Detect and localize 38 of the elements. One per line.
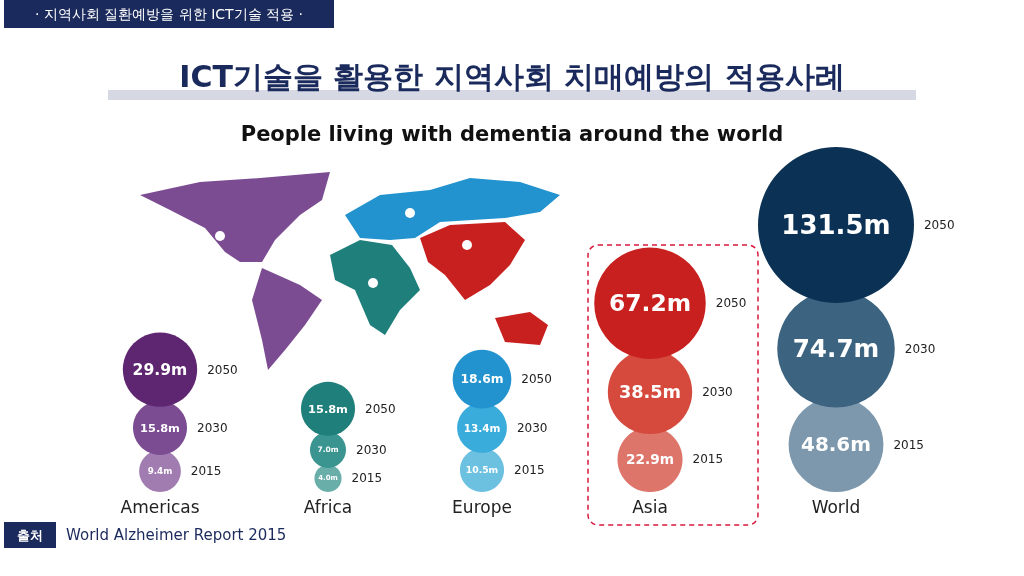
text: 2030 (702, 384, 733, 399)
text: 2015 (351, 471, 383, 486)
text: 2050 (365, 401, 396, 416)
text: People living with dementia around the world (240, 121, 784, 146)
text: 2030 (904, 341, 936, 356)
category-label: Europe (452, 497, 512, 517)
text: 2015 (514, 462, 545, 477)
category-label: World (811, 497, 861, 517)
text: World Alzheimer Report 2015 (66, 526, 287, 544)
data-label: 48.6m (801, 433, 871, 457)
data-label: 9.4m (147, 466, 173, 477)
data-label: 67.2m (608, 289, 692, 318)
category-label: Africa (303, 497, 353, 517)
category-label: Asia (632, 497, 668, 517)
text: ICT기술을 활용한 지역사회 치매예방의 적용사례 (179, 58, 845, 94)
text: 2030 (355, 442, 387, 457)
text: 2015 (692, 452, 724, 467)
text: 출처 (17, 527, 43, 543)
text: · 지역사회 질환예방을 위한 ICT기술 적용 · (34, 6, 304, 22)
text: 2050 (715, 296, 747, 311)
text: 2050 (521, 372, 552, 387)
data-label: 38.5m (618, 381, 682, 402)
series-label: 2050 (207, 362, 238, 377)
category-label: Americas (120, 497, 200, 517)
text: 2050 (923, 218, 955, 233)
text: 2030 (516, 420, 548, 435)
data-label: 131.5m (781, 210, 891, 241)
data-label: 10.5m (465, 464, 499, 476)
data-label: 13.4m (463, 421, 501, 434)
series-label: 2030 (197, 420, 228, 435)
text: 2015 (893, 437, 924, 452)
data-label: 74.7m (792, 334, 880, 364)
series-label: 2015 (190, 464, 222, 479)
data-label: 15.8m (308, 401, 348, 416)
data-label: 15.8m (140, 420, 180, 435)
data-label: 29.9m (132, 360, 188, 379)
data-label: 22.9m (626, 451, 674, 468)
data-label: 18.6m (460, 372, 504, 387)
